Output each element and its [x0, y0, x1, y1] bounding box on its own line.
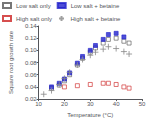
svg-text:20: 20: [61, 101, 68, 107]
svg-text:0.02: 0.02: [24, 96, 37, 103]
svg-text:10: 10: [35, 101, 42, 107]
svg-text:High salt only: High salt only: [16, 16, 52, 22]
svg-text:0.06: 0.06: [25, 72, 37, 78]
svg-text:0.08: 0.08: [25, 60, 37, 66]
svg-text:High salt + betaine: High salt + betaine: [71, 16, 122, 22]
svg-text:0.10: 0.10: [25, 47, 37, 53]
svg-text:0.12: 0.12: [25, 35, 37, 41]
svg-text:Low salt + betaine: Low salt + betaine: [71, 3, 120, 9]
svg-text:Temperature (°C): Temperature (°C): [67, 112, 113, 118]
svg-text:40: 40: [113, 101, 120, 107]
svg-text:50: 50: [139, 101, 146, 107]
svg-text:30: 30: [87, 101, 94, 107]
svg-text:Low salt only: Low salt only: [16, 3, 51, 9]
svg-text:0.14: 0.14: [25, 23, 37, 29]
svg-text:0.04: 0.04: [25, 84, 37, 90]
svg-text:Square root growth rate: Square root growth rate: [8, 30, 14, 94]
